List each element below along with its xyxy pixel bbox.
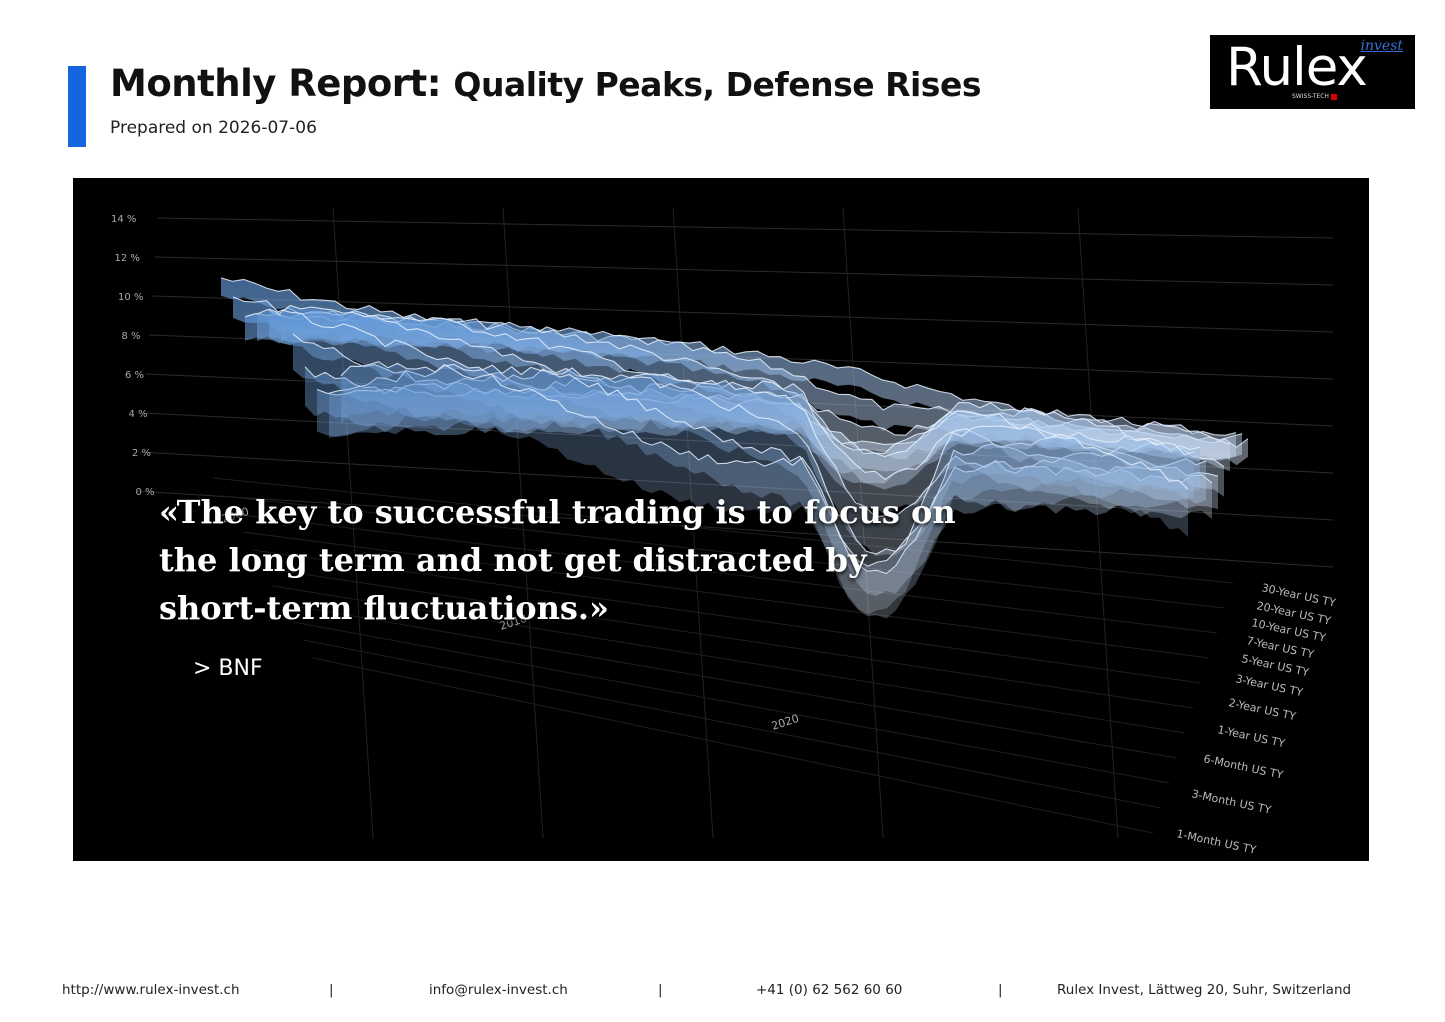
grid-line (272, 585, 1186, 734)
logo-tagline: SWISS-TECH (1292, 93, 1337, 100)
maturity-label: 1-Year US TY (1216, 723, 1286, 750)
y-axis-ticks: 14 % 12 % 10 % 8 % 6 % 4 % 2 % 0 % (111, 214, 155, 498)
y-tick-label: 6 % (125, 370, 144, 381)
footer-separator: | (329, 982, 334, 998)
quote-author: > BNF (193, 656, 263, 681)
footer: http://www.rulex-invest.ch | info@rulex-… (0, 982, 1445, 1002)
grid-line (252, 549, 1202, 684)
grid-line (292, 621, 1170, 784)
accent-bar (68, 66, 86, 147)
maturity-label: 3-Month US TY (1190, 787, 1272, 817)
grid-line (136, 490, 1334, 568)
grid-line (312, 657, 1154, 834)
grid-line (232, 513, 1218, 634)
y-tick-label: 8 % (122, 331, 141, 342)
y-tick-label: 4 % (129, 409, 148, 420)
grid-line (154, 256, 1334, 286)
title-prefix: Monthly Report: (110, 62, 442, 105)
grid-line (502, 207, 544, 839)
yield-ribbons (220, 277, 1249, 619)
yield-ribbon (341, 361, 1188, 615)
prepared-date: Prepared on 2026-07-06 (110, 118, 317, 138)
grid-line (212, 477, 1234, 584)
footer-website: http://www.rulex-invest.ch (62, 982, 240, 998)
y-tick-label: 14 % (111, 214, 136, 225)
grid-line (262, 567, 1194, 709)
yield-curve-3d-graphic: 14 % 12 % 10 % 8 % 6 % 4 % 2 % 0 % 200020102020… (111, 207, 1337, 857)
y-tick-label: 12 % (115, 253, 140, 264)
maturity-label: 6-Month US TY (1202, 752, 1284, 782)
rulex-logo: Rulex invest SWISS-TECH (1210, 35, 1415, 109)
grid-line (151, 295, 1334, 333)
y-tick-label: 10 % (118, 292, 143, 303)
footer-phone: +41 (0) 62 562 60 60 (756, 982, 903, 998)
y-tick-label: 0 % (136, 487, 155, 498)
grid-line (222, 495, 1226, 609)
page-title: Monthly Report: Quality Peaks, Defense R… (110, 62, 981, 105)
footer-email: info@rulex-invest.ch (429, 982, 568, 998)
grid-line (282, 603, 1178, 759)
grid-line (157, 217, 1334, 239)
year-label: 2020 (770, 712, 801, 733)
footer-address: Rulex Invest, Lättweg 20, Suhr, Switzerl… (1057, 982, 1352, 998)
y-tick-label: 2 % (132, 448, 151, 459)
yield-ribbon (269, 305, 1224, 497)
grid-line (1077, 207, 1119, 839)
logo-tagline-text: SWISS-TECH (1292, 93, 1329, 100)
logo-wordmark: Rulex (1226, 37, 1368, 98)
grid-line (302, 639, 1162, 809)
footer-separator: | (658, 982, 663, 998)
title-rest: Quality Peaks, Defense Rises (453, 65, 981, 104)
logo-invest-text: invest (1360, 38, 1404, 54)
grid-line (672, 207, 714, 839)
hero-image: 14 % 12 % 10 % 8 % 6 % 4 % 2 % 0 % 2000 2010 2020… (73, 178, 1369, 861)
maturity-label: 1-Month US TY (1175, 827, 1257, 857)
grid-line (242, 531, 1210, 659)
footer-separator: | (998, 982, 1003, 998)
yield-ribbon-edge (340, 361, 1189, 567)
quote-text: «The key to successful trading is to foc… (159, 493, 956, 627)
maturity-label: 2-Year US TY (1227, 696, 1297, 723)
swiss-flag-icon (1330, 93, 1337, 100)
